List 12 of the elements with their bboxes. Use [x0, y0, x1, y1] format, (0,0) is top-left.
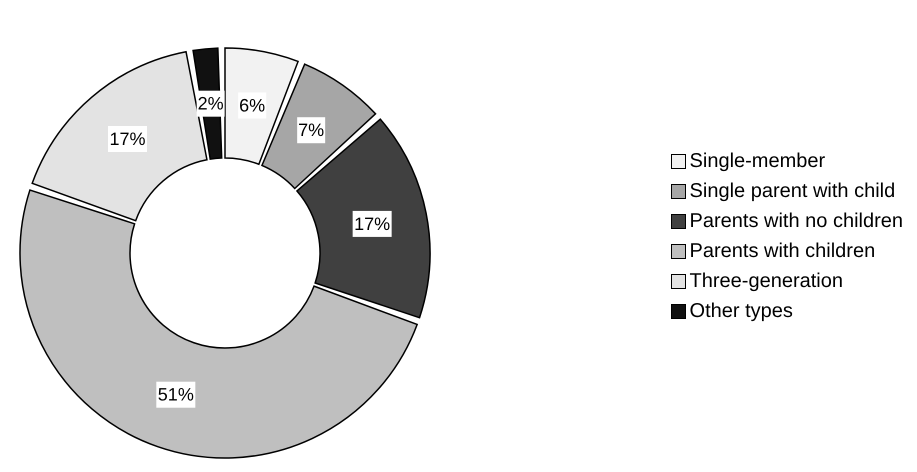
legend-label: Parents with children	[690, 239, 876, 264]
legend-label: Parents with no children	[690, 209, 903, 234]
data-label: 7%	[298, 120, 324, 140]
legend-label: Other types	[690, 299, 793, 324]
data-label: 17%	[354, 214, 390, 234]
data-label: 17%	[109, 129, 146, 150]
legend-label: Three-generation	[690, 269, 843, 294]
data-label: 2%	[198, 94, 224, 114]
data-label: 51%	[158, 384, 194, 405]
legend-label: Single parent with child	[690, 179, 896, 204]
legend-label: Single-member	[690, 149, 826, 174]
data-label: 6%	[239, 95, 266, 116]
